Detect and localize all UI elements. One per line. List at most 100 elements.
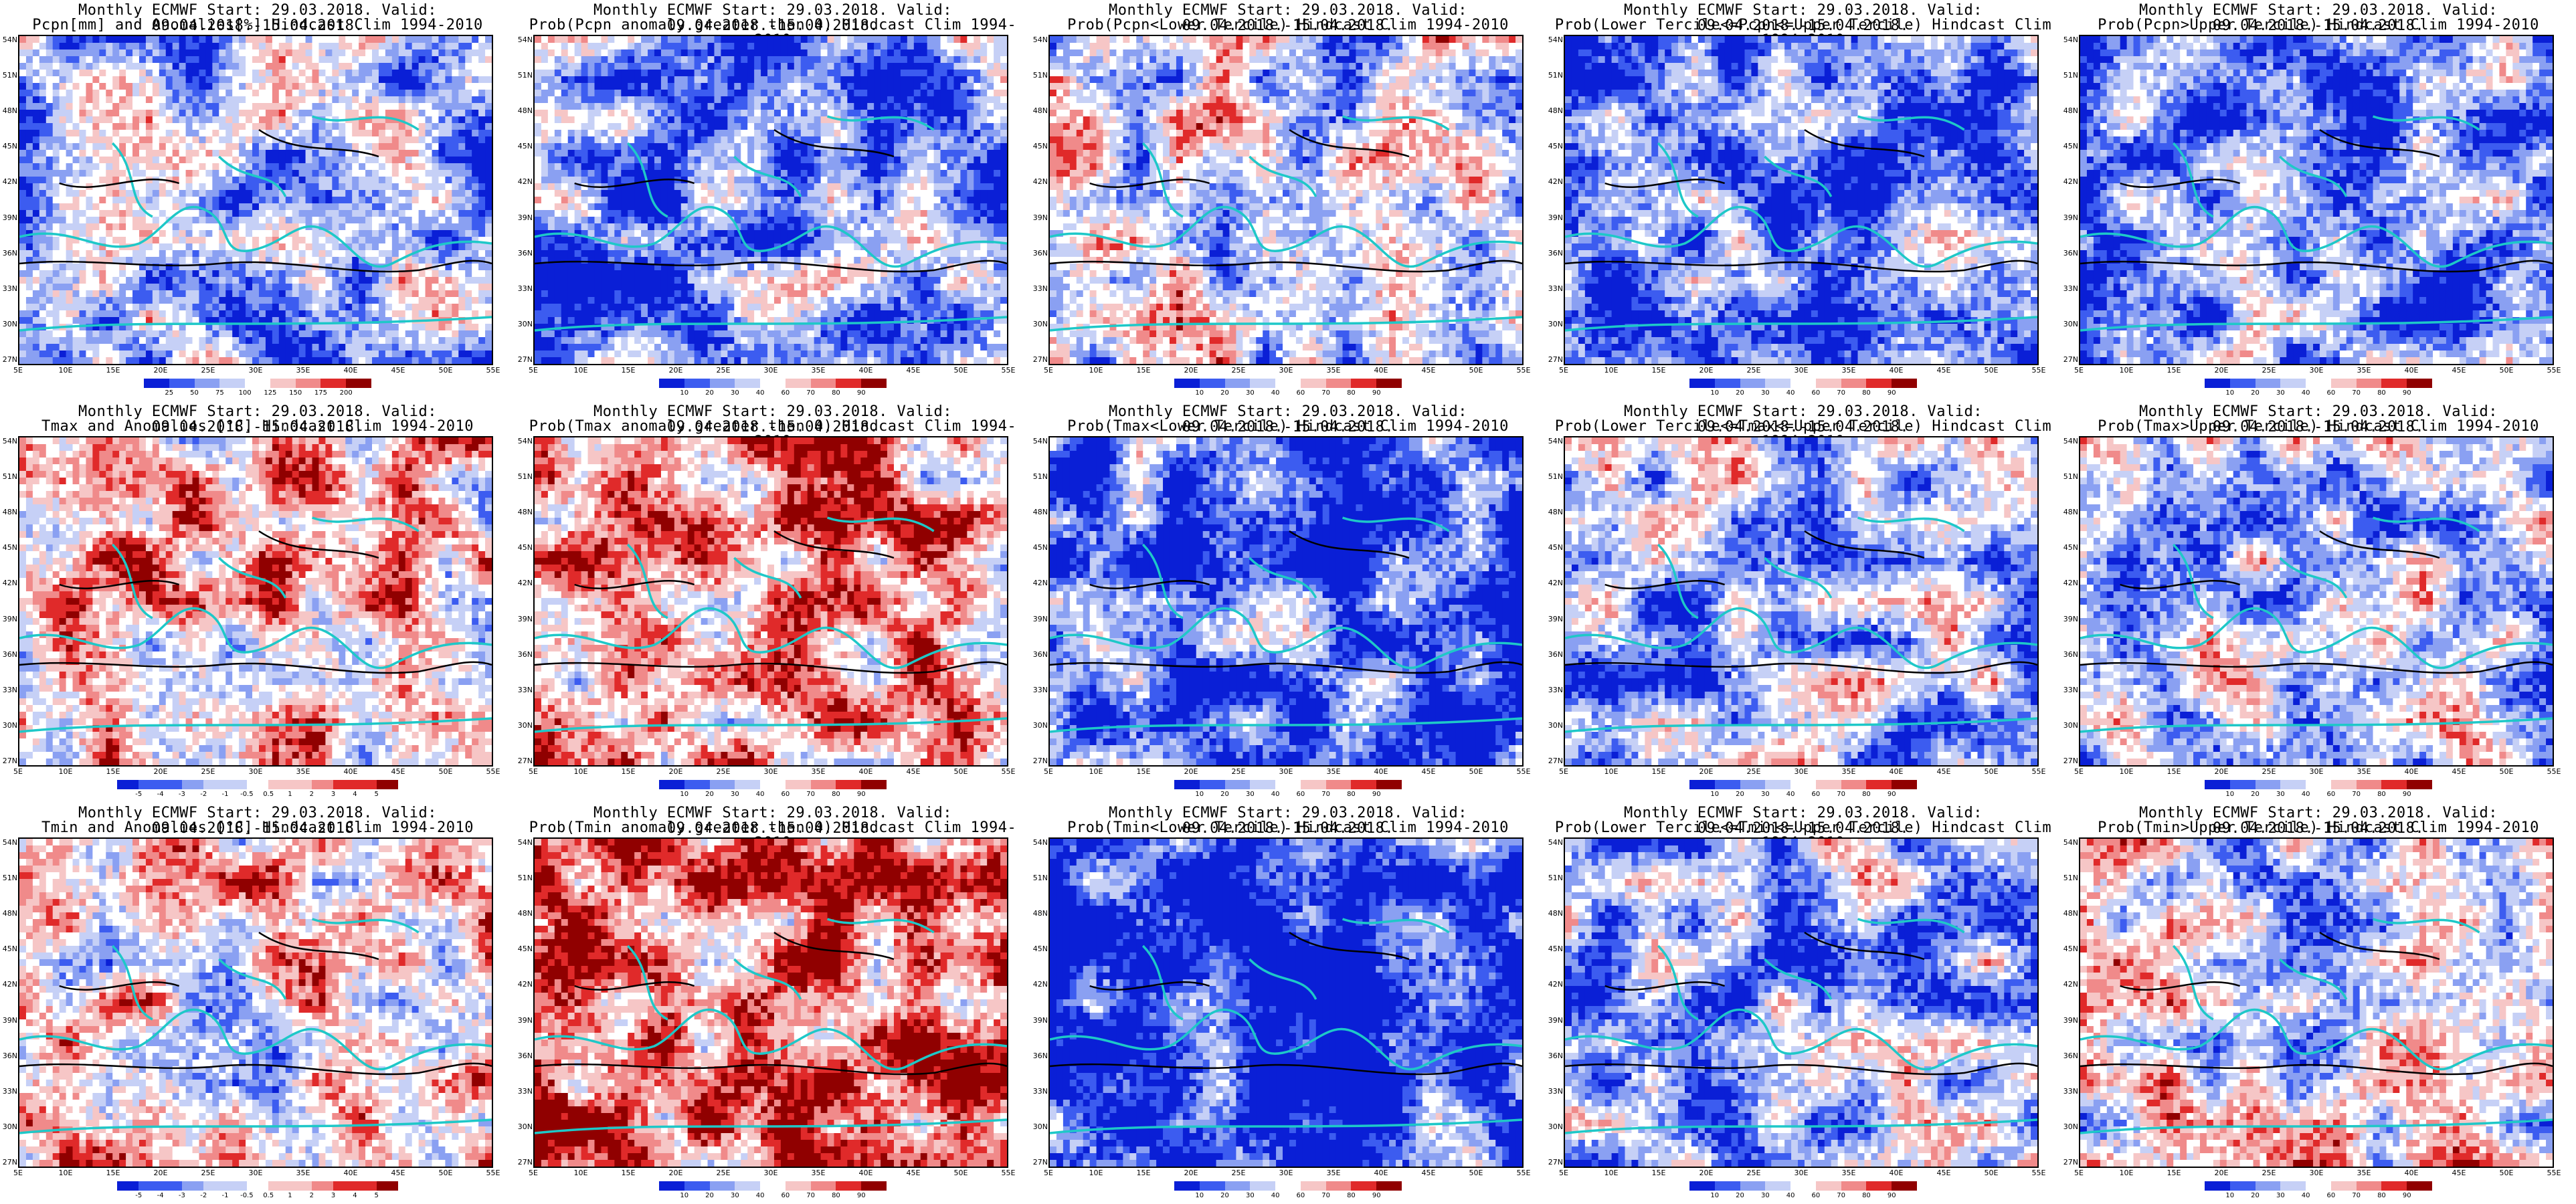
colorbar-segment [2407,1181,2433,1191]
x-axis-label: 45E [1937,768,1951,776]
shaded-field [19,36,492,364]
colorbar-segment [311,1181,334,1191]
colorbar-label: 70 [2352,1192,2361,1199]
colorbar [1174,379,1402,388]
colorbar-segment [2330,1181,2357,1191]
colorbar-label: 60 [2327,791,2336,798]
x-axis-label: 20E [2215,1169,2229,1177]
colorbar-label: 70 [1321,1192,1330,1199]
y-axis-label: 27N [0,1159,17,1167]
panel-title-line1: Monthly ECMWF Start: 29.03.2018. Valid: … [2061,805,2576,836]
y-axis-label: 54N [0,437,17,445]
colorbar-segment [169,379,195,388]
map-plot-area [1564,35,2039,365]
colorbar-label: 60 [1297,791,1305,798]
y-axis-label: 36N [515,650,533,659]
panel-title-line2: Prob(Pcpn<Lower Tercile) Hindcast Clim 1… [1030,17,1546,33]
x-axis-label: 50E [954,1169,968,1177]
x-axis-label: 5E [1559,1169,1568,1177]
y-axis-label: 33N [0,284,17,293]
colorbar-label: -5 [135,1192,142,1199]
colorbar-segment [1224,1181,1251,1191]
x-axis-label: 15E [1652,367,1666,375]
y-axis-label: 51N [0,72,17,80]
colorbar-segment [735,780,761,789]
x-axis-label: 25E [2262,1169,2276,1177]
colorbar-segment [810,780,836,789]
y-axis-label: 39N [1546,213,1563,222]
y-axis-label: 51N [1030,473,1048,481]
x-axis-label: 50E [1469,367,1483,375]
x-axis-label: 10E [59,1169,73,1177]
y-axis-label: 30N [1030,1122,1048,1131]
colorbar-label: 40 [1786,1192,1795,1199]
shaded-field [535,36,1007,364]
x-axis-label: 15E [622,768,636,776]
map-panel-pcpn-anom: Monthly ECMWF Start: 29.03.2018. Valid: … [0,0,515,401]
x-axis-label: 10E [574,768,588,776]
colorbar-label: 25 [165,389,173,397]
x-axis-label: 50E [2500,367,2514,375]
panel-title-line2: Prob(Pcpn>Upper Tercile) Hindcast Clim 1… [2061,17,2576,33]
colorbar-segment [760,1181,786,1191]
colorbar-segment [1199,379,1226,388]
colorbar-segment [1841,379,1867,388]
colorbar-label: 40 [1271,791,1280,798]
y-axis-label: 54N [515,437,533,445]
y-axis-label: 48N [515,910,533,918]
x-axis-label: 50E [1985,768,1999,776]
colorbar-segment [1300,379,1327,388]
colorbar-segment [1224,379,1251,388]
shaded-field [1050,437,1522,765]
y-axis-label: 27N [1030,757,1048,765]
colorbar [2205,379,2433,388]
x-axis-label: 45E [2452,367,2466,375]
colorbar-label: -2 [200,791,207,798]
x-axis-label: 10E [1604,367,1619,375]
map-panel-tmax-prob-lower: Monthly ECMWF Start: 29.03.2018. Valid: … [1030,401,1546,803]
colorbar-label: 80 [1347,389,1356,397]
x-axis-label: 30E [1279,768,1293,776]
y-axis-label: 39N [1546,615,1563,623]
colorbar-segment [810,379,836,388]
y-axis-label: 42N [2061,981,2078,989]
colorbar-label: 30 [1761,1192,1770,1199]
colorbar-label: 70 [806,791,815,798]
y-axis-label: 27N [1546,356,1563,364]
x-axis-label: 20E [1699,1169,1714,1177]
colorbar-label: 10 [1195,791,1204,798]
colorbar-segment [1250,1181,1276,1191]
colorbar-segment [1376,379,1402,388]
x-axis-label: 40E [859,367,873,375]
x-axis-label: 5E [2074,367,2084,375]
x-axis-label: 30E [764,367,778,375]
colorbar-label: -3 [179,791,185,798]
x-axis-label: 20E [669,367,683,375]
colorbar-segment [836,780,862,789]
colorbar-label: 60 [781,389,790,397]
y-axis-label: 48N [515,107,533,115]
coastline-path [1050,918,1522,1134]
colorbar-segment [376,780,399,789]
colorbar-label: 5 [375,791,379,798]
colorbar-segment [2356,780,2382,789]
x-axis-label: 50E [1469,1169,1483,1177]
colorbar-segment [659,1181,685,1191]
y-axis-label: 36N [1030,1051,1048,1060]
y-axis-label: 51N [0,473,17,481]
x-axis-label: 25E [201,367,215,375]
y-axis-label: 36N [1546,1051,1563,1060]
colorbar-segment [311,780,334,789]
colorbar-segment [1892,1181,1918,1191]
y-axis-label: 42N [0,178,17,186]
colorbar-label: 70 [2352,389,2361,397]
y-axis-label: 45N [515,142,533,150]
y-axis-label: 51N [1546,72,1563,80]
x-axis-label: 45E [391,367,405,375]
colorbar-segment [2280,379,2306,388]
y-axis-label: 27N [1546,1159,1563,1167]
x-axis-label: 55E [2032,1169,2046,1177]
colorbar-label: 60 [2327,389,2336,397]
colorbar-label: 20 [1736,389,1744,397]
colorbar-label: 20 [1220,791,1229,798]
